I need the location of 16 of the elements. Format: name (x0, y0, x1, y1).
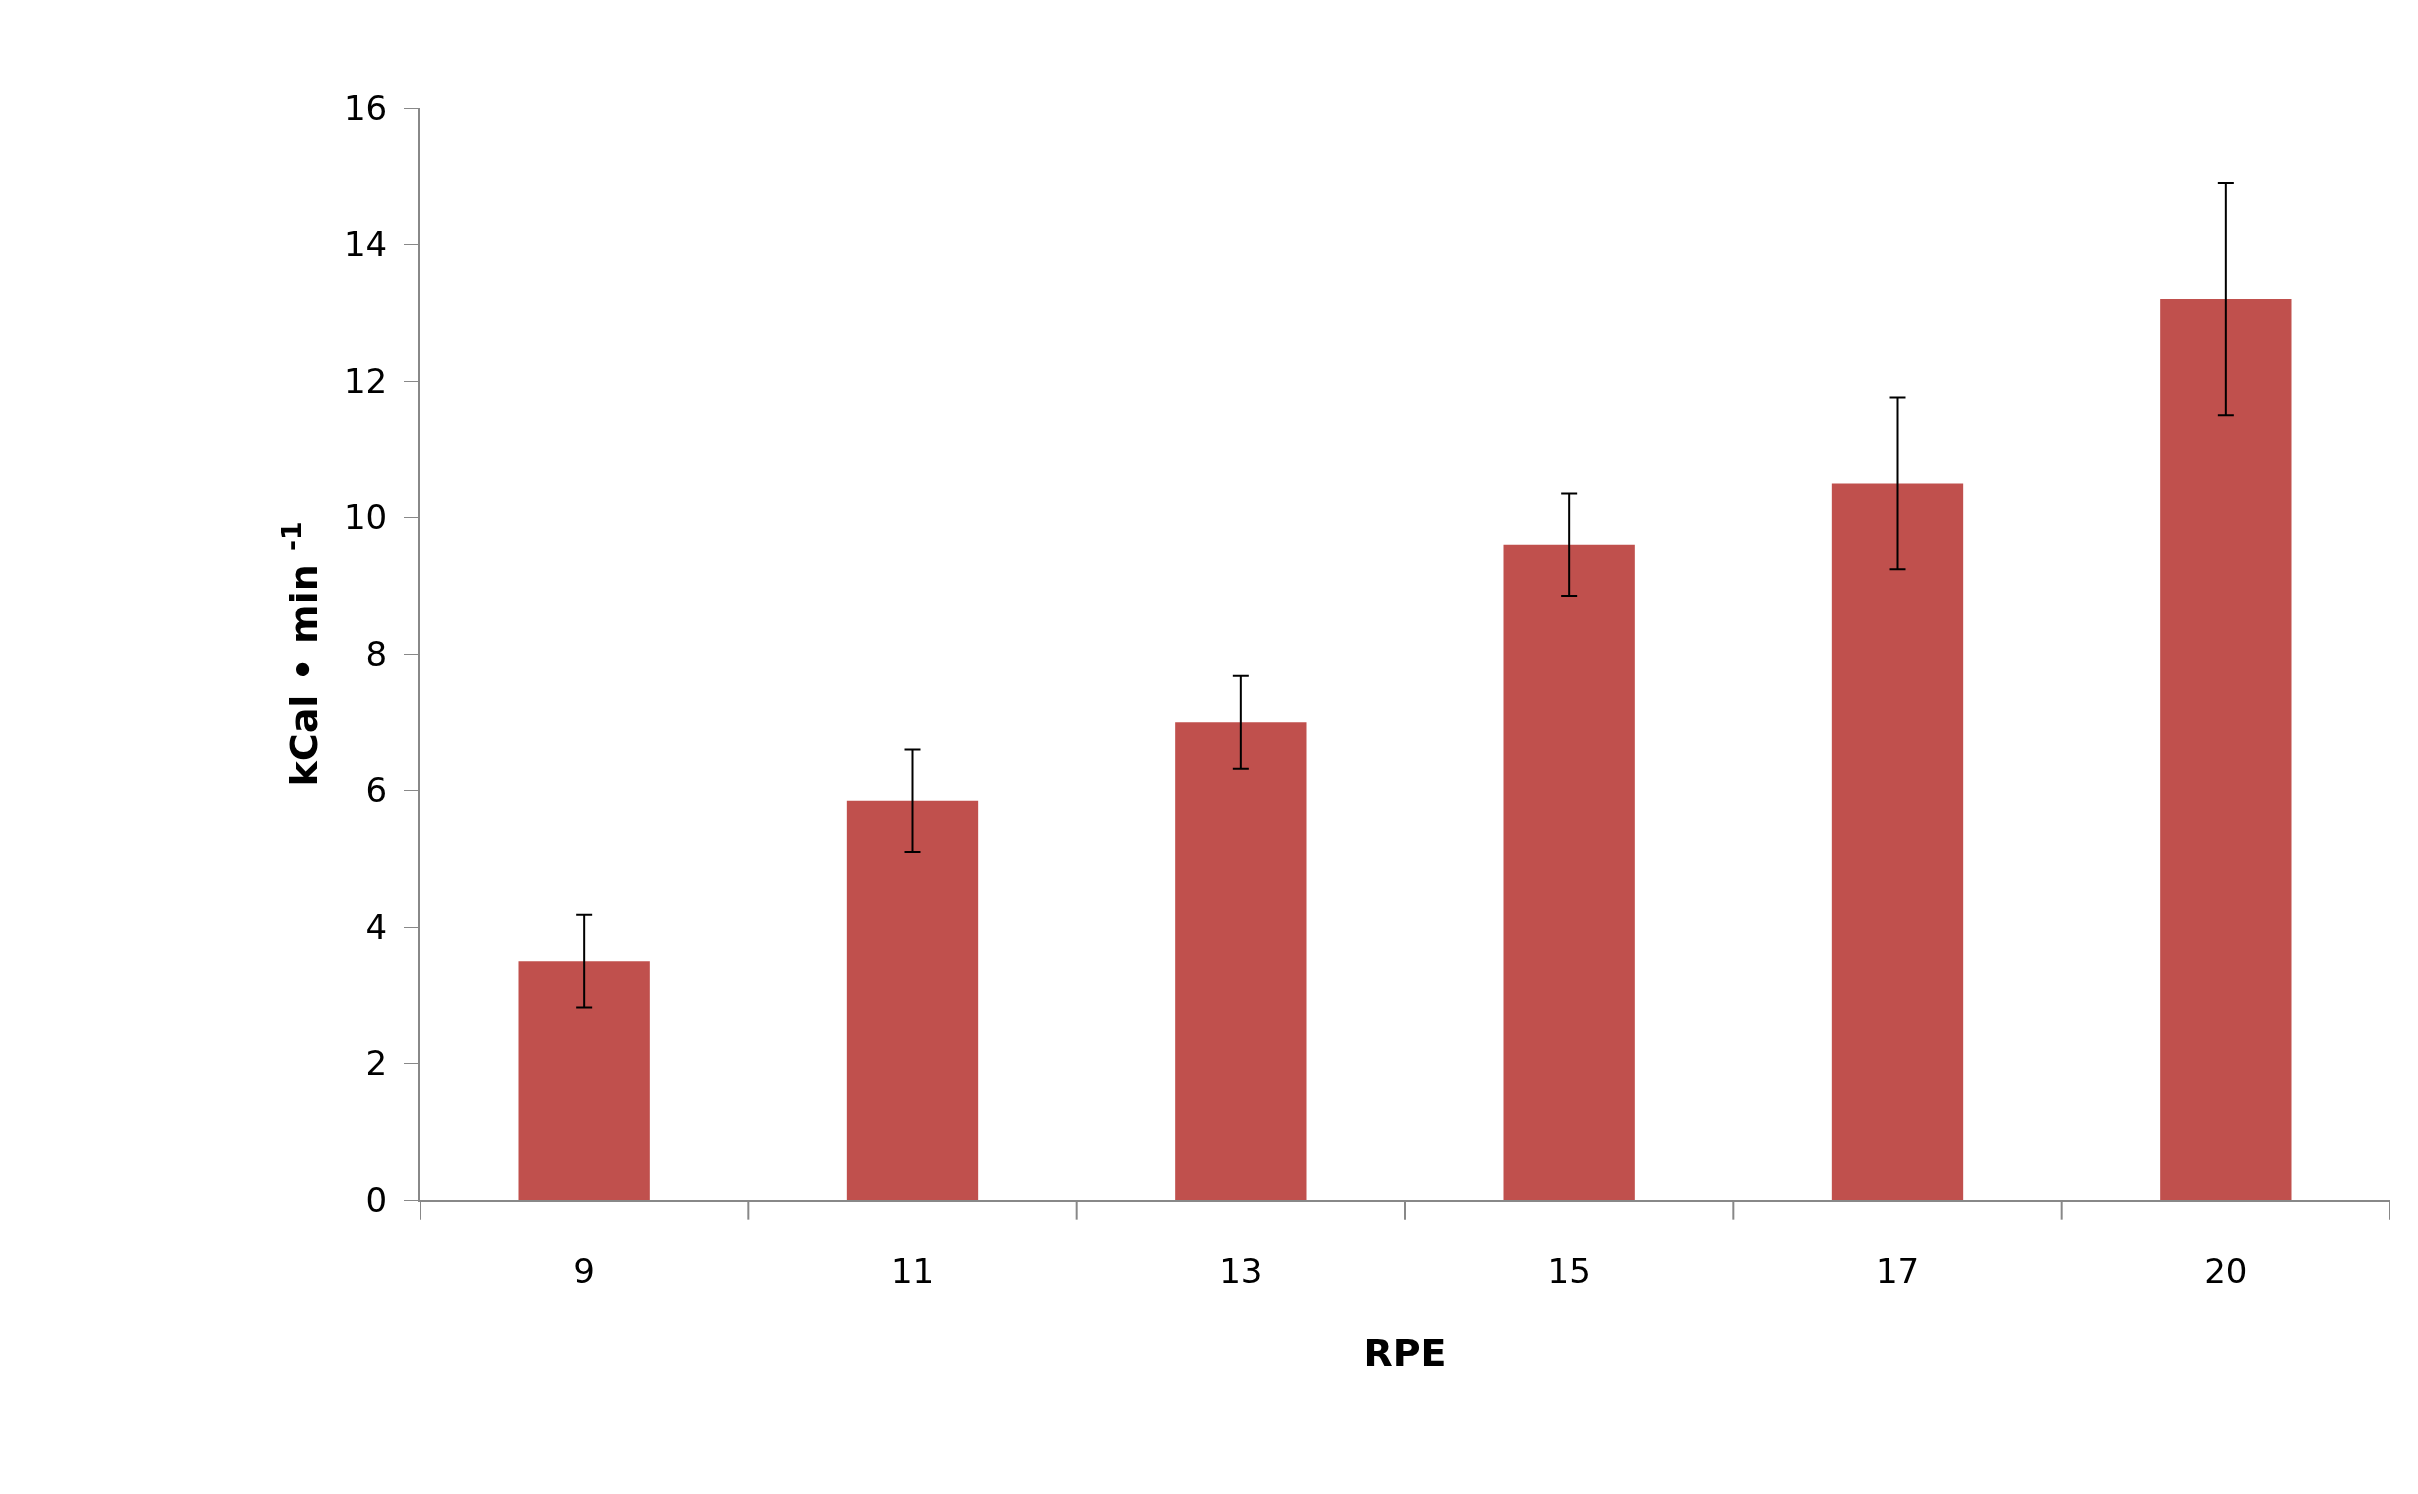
y-tick-label: 4 (365, 906, 388, 947)
x-axis-title: RPE (1363, 1331, 1447, 1376)
x-tick-label: 13 (1219, 1250, 1263, 1291)
y-tick-label: 0 (365, 1179, 388, 1220)
y-tick-label: 6 (365, 770, 388, 811)
x-tick-label: 15 (1547, 1250, 1591, 1291)
y-tick-label: 16 (343, 87, 388, 128)
x-tick-label: 20 (2204, 1250, 2248, 1291)
y-tick-label: 2 (365, 1043, 388, 1084)
y-tick-label: 8 (365, 633, 388, 674)
x-tick-label: 17 (1875, 1250, 1920, 1291)
x-tick-label: 9 (573, 1250, 595, 1291)
y-tick-label: 14 (343, 224, 388, 265)
x-tick-label: 11 (890, 1250, 935, 1291)
y-tick-label: 10 (343, 497, 388, 538)
y-tick-label: 12 (343, 360, 388, 401)
